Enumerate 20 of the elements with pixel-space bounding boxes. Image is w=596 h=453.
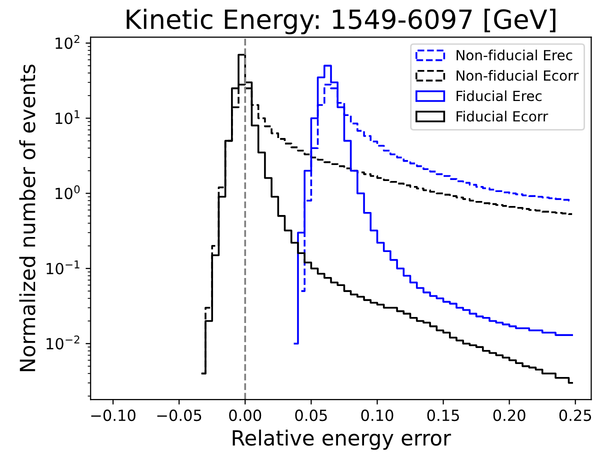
legend-label: Non-fiducial Ecorr xyxy=(456,70,579,81)
y-tick-label: 10$^{1}$ xyxy=(56,110,80,124)
chart-title: Kinetic Energy: 1549-6097 [GeV] xyxy=(126,8,556,34)
x-tick-label: 0.05 xyxy=(295,410,327,422)
x-tick-label: 0.25 xyxy=(559,410,592,422)
y-tick-label: 10$^{−1}$ xyxy=(46,260,80,274)
x-tick-label: 0.20 xyxy=(493,410,526,422)
y-tick-label: 10$^{2}$ xyxy=(56,34,80,49)
x-tick-label: −0.10 xyxy=(91,410,136,422)
legend-label: Fiducial Ecorr xyxy=(456,110,548,122)
x-tick-label: 0.10 xyxy=(361,410,394,422)
x-tick-label: −0.05 xyxy=(157,410,202,422)
x-tick-label: 0.15 xyxy=(427,410,459,422)
legend-label: Non-fiducial Erec xyxy=(456,50,572,60)
y-tick-label: 10$^{−2}$ xyxy=(46,336,80,350)
x-tick-label: 0.00 xyxy=(229,410,262,422)
x-axis-title: Relative energy error xyxy=(232,430,452,450)
y-axis-title: Normalized number of events xyxy=(19,64,36,372)
legend-label: Fiducial Erec xyxy=(456,90,542,102)
y-tick-label: 10$^{0}$ xyxy=(56,185,80,200)
